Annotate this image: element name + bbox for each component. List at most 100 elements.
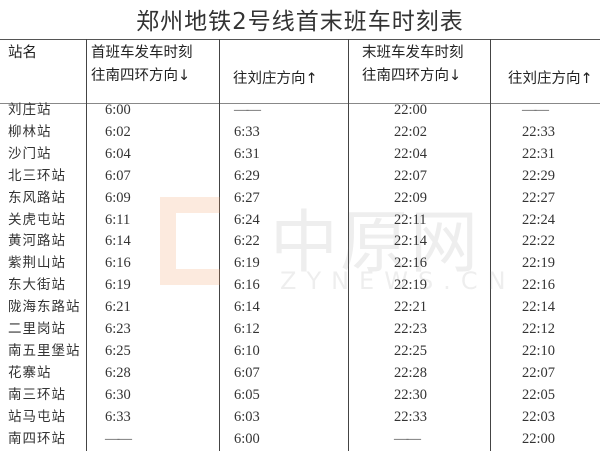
time-cell-last-south: 22:33 xyxy=(394,408,428,425)
time-cell-last-south: 22:04 xyxy=(394,145,428,162)
header-station: 站名 xyxy=(8,45,37,61)
table-row: 黄河路站 6:14 6:22 22:14 22:22 xyxy=(0,230,600,252)
time-cell-first-south: 6:07 xyxy=(105,167,131,184)
station-name: 二里岗站 xyxy=(8,321,66,337)
time-cell-first-south: 6:21 xyxy=(105,299,131,316)
table-row: 刘庄站 6:00 —— 22:00 —— xyxy=(0,99,600,121)
table-row: 紫荆山站 6:16 6:19 22:16 22:19 xyxy=(0,252,600,274)
header-last-south: 往南四环方向↓ xyxy=(362,68,462,84)
time-cell-first-north: 6:12 xyxy=(234,321,260,337)
time-cell-last-north: 22:19 xyxy=(522,255,556,272)
time-cell-first-north: —— xyxy=(234,102,261,118)
time-cell-first-south: 6:16 xyxy=(105,255,131,272)
time-cell-first-south: 6:30 xyxy=(105,386,131,403)
time-cell-first-north: 6:19 xyxy=(234,255,260,272)
station-name: 陇海东路站 xyxy=(8,299,81,316)
station-name: 紫荆山站 xyxy=(8,255,66,272)
header-first-south: 往南四环方向↓ xyxy=(91,68,191,84)
time-cell-first-north: 6:10 xyxy=(234,342,260,359)
time-cell-first-south: 6:28 xyxy=(105,364,131,381)
time-cell-first-north: 6:00 xyxy=(234,430,260,447)
time-cell-first-north: 6:16 xyxy=(234,277,260,294)
time-cell-last-north: 22:24 xyxy=(522,211,556,228)
header-rule xyxy=(0,103,600,104)
time-cell-last-south: 22:19 xyxy=(394,277,428,294)
station-name: 黄河路站 xyxy=(8,233,66,250)
time-cell-last-north: 22:10 xyxy=(522,342,556,359)
table-row: 南三环站 6:30 6:05 22:30 22:05 xyxy=(0,384,600,406)
time-cell-last-south: 22:16 xyxy=(394,255,428,272)
header-first-train: 首班车发车时刻 xyxy=(91,45,193,61)
station-name: 刘庄站 xyxy=(8,102,52,118)
station-name: 沙门站 xyxy=(8,145,52,162)
time-cell-last-north: 22:00 xyxy=(522,430,556,447)
time-cell-first-north: 6:07 xyxy=(234,364,260,381)
station-name: 东大街站 xyxy=(8,277,66,294)
time-cell-last-north: 22:29 xyxy=(522,167,556,184)
time-cell-first-south: 6:33 xyxy=(105,408,131,425)
column-divider xyxy=(348,39,349,451)
time-cell-last-north: 22:12 xyxy=(522,321,556,337)
station-name: 东风路站 xyxy=(8,189,66,206)
time-cell-first-north: 6:27 xyxy=(234,189,260,206)
station-name: 柳林站 xyxy=(8,123,52,140)
time-cell-last-south: 22:14 xyxy=(394,233,428,250)
time-cell-last-south: —— xyxy=(394,430,421,447)
table-row: 南五里堡站 6:25 6:10 22:25 22:10 xyxy=(0,340,600,362)
station-name: 南三环站 xyxy=(8,386,66,403)
station-name: 花寨站 xyxy=(8,364,52,381)
station-name: 南四环站 xyxy=(8,430,66,447)
time-cell-last-north: 22:16 xyxy=(522,277,556,294)
table-row: 关虎屯站 6:11 6:24 22:11 22:24 xyxy=(0,209,600,231)
table-row: 花寨站 6:28 6:07 22:28 22:07 xyxy=(0,362,600,384)
time-cell-last-north: 22:22 xyxy=(522,233,556,250)
time-cell-first-south: 6:25 xyxy=(105,342,131,359)
time-cell-first-north: 6:24 xyxy=(234,211,260,228)
time-cell-first-north: 6:05 xyxy=(234,386,260,403)
time-cell-last-north: 22:33 xyxy=(522,123,556,140)
time-cell-last-north: 22:03 xyxy=(522,408,556,425)
time-cell-last-south: 22:11 xyxy=(394,211,427,228)
time-cell-last-south: 22:09 xyxy=(394,189,428,206)
time-cell-first-north: 6:29 xyxy=(234,167,260,184)
time-cell-first-south: 6:14 xyxy=(105,233,131,250)
time-cell-last-south: 22:28 xyxy=(394,364,428,381)
time-cell-first-north: 6:31 xyxy=(234,145,260,162)
table-row: 东大街站 6:19 6:16 22:19 22:16 xyxy=(0,274,600,296)
table-row: 二里岗站 6:23 6:12 22:23 22:12 xyxy=(0,318,600,340)
time-cell-first-north: 6:33 xyxy=(234,123,260,140)
header-first-north: 往刘庄方向↑ xyxy=(233,71,318,87)
table-title: 郑州地铁2号线首末班车时刻表 xyxy=(136,9,464,35)
time-cell-first-south: 6:11 xyxy=(105,211,131,228)
time-cell-last-north: 22:14 xyxy=(522,299,556,316)
time-cell-last-south: 22:30 xyxy=(394,386,428,403)
time-cell-first-south: 6:23 xyxy=(105,321,131,337)
time-cell-last-south: 22:23 xyxy=(394,321,428,337)
column-divider xyxy=(86,39,87,451)
header-last-train: 末班车发车时刻 xyxy=(362,45,464,61)
time-cell-last-south: 22:07 xyxy=(394,167,428,184)
time-cell-last-south: 22:21 xyxy=(394,299,428,316)
time-cell-last-north: 22:07 xyxy=(522,364,556,381)
time-cell-first-north: 6:22 xyxy=(234,233,260,250)
time-cell-last-north: 22:27 xyxy=(522,189,556,206)
time-cell-last-south: 22:00 xyxy=(394,102,428,118)
time-cell-first-south: —— xyxy=(105,430,132,447)
station-name: 南五里堡站 xyxy=(8,342,81,359)
time-cell-first-north: 6:14 xyxy=(234,299,260,316)
header-last-north: 往刘庄方向↑ xyxy=(508,71,593,87)
table-row: 沙门站 6:04 6:31 22:04 22:31 xyxy=(0,143,600,165)
station-name: 关虎屯站 xyxy=(8,211,66,228)
time-cell-last-north: —— xyxy=(522,102,549,118)
table-row: 北三环站 6:07 6:29 22:07 22:29 xyxy=(0,165,600,187)
station-name: 站马屯站 xyxy=(8,408,66,425)
top-rule xyxy=(0,39,600,40)
time-cell-last-south: 22:02 xyxy=(394,123,428,140)
table-row: 陇海东路站 6:21 6:14 22:21 22:14 xyxy=(0,296,600,318)
table-row: 柳林站 6:02 6:33 22:02 22:33 xyxy=(0,121,600,143)
time-cell-last-north: 22:31 xyxy=(522,145,556,162)
time-cell-first-south: 6:02 xyxy=(105,123,131,140)
time-cell-last-north: 22:05 xyxy=(522,386,556,403)
table-row: 站马屯站 6:33 6:03 22:33 22:03 xyxy=(0,406,600,428)
time-cell-first-south: 6:09 xyxy=(105,189,131,206)
